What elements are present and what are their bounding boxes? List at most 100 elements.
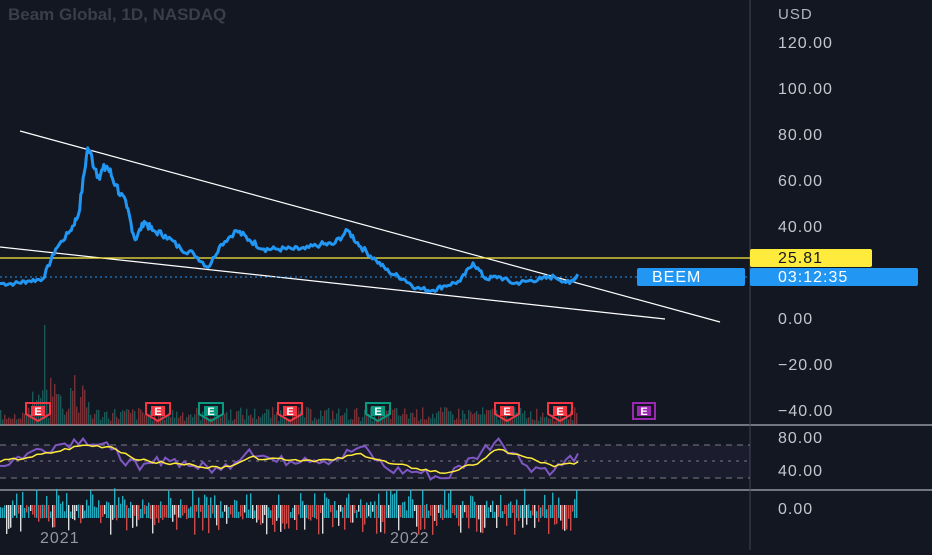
histogram-bar [440, 504, 442, 518]
rsi-line[interactable] [0, 436, 579, 482]
rsi-axis-label: 40.00 [778, 463, 823, 480]
volume-bar [270, 417, 272, 425]
histogram-bar [466, 505, 468, 518]
histogram-bar [116, 505, 118, 521]
histogram-bar [510, 501, 512, 518]
ticker-symbol-tag[interactable] [637, 268, 745, 286]
volume-bar [496, 410, 498, 425]
volume-bar [344, 412, 346, 425]
volume-bar [366, 407, 368, 425]
time-axis[interactable]: 2021 2022 [40, 530, 430, 547]
histogram-bar [32, 505, 34, 515]
volume-bar [574, 407, 576, 425]
histogram-bar [398, 505, 400, 531]
volume-bar [180, 415, 182, 425]
histogram-bar [480, 505, 482, 533]
histogram-bar [442, 505, 444, 520]
histogram-bar [320, 505, 322, 513]
histogram-bar [206, 496, 208, 518]
volume-bar [316, 419, 318, 425]
earnings-marker-shape [145, 402, 171, 423]
volume-bar [570, 410, 572, 425]
earnings-marker-4[interactable]: E [277, 402, 303, 423]
volume-bar [432, 413, 434, 425]
histogram-bar [274, 505, 276, 532]
rsi-axis[interactable]: 80.00 40.00 [778, 430, 823, 480]
volume-bar [440, 407, 442, 425]
rsi-ma-line[interactable] [0, 444, 579, 475]
volume-bar [74, 375, 76, 425]
volume-bar [470, 411, 472, 425]
histogram-bar [16, 493, 18, 518]
histogram-bar [400, 505, 402, 518]
histogram-bar [174, 505, 176, 515]
histogram-bar [70, 511, 72, 518]
histogram-bar [404, 501, 406, 518]
volume-bar [190, 414, 192, 425]
earnings-marker-fill [283, 406, 297, 416]
upper-trend-line[interactable] [19, 130, 721, 323]
volume-bar [374, 408, 376, 425]
histogram-bar [304, 505, 306, 530]
histogram-bar [214, 495, 216, 518]
earnings-marker-2[interactable]: E [145, 402, 171, 423]
histogram-bar [178, 505, 180, 518]
volume-bar [376, 418, 378, 425]
volume-bar [386, 410, 388, 425]
volume-bar [328, 408, 330, 425]
histogram-bar [190, 506, 192, 518]
histogram-bar [58, 495, 60, 518]
histogram-bar [242, 505, 244, 520]
volume-bar [56, 394, 58, 425]
histogram-bar [438, 505, 440, 513]
volume-bar [98, 409, 100, 425]
lower-trend-line[interactable] [0, 246, 666, 320]
histogram-bar [196, 505, 198, 512]
volume-bar [222, 414, 224, 425]
volume-bar [144, 414, 146, 425]
volume-bar [228, 419, 230, 425]
hist-axis[interactable]: 0.00 [778, 501, 813, 518]
volume-bar [192, 417, 194, 425]
volume-bar [274, 414, 276, 425]
histogram-bar [250, 493, 252, 518]
earnings-marker-1[interactable]: E [25, 402, 51, 423]
histogram-bar [428, 510, 430, 518]
histogram-bar [568, 505, 570, 519]
price-line[interactable] [0, 146, 580, 293]
volume-bar [208, 419, 210, 425]
volume-bar [302, 413, 304, 425]
histogram-bar [248, 509, 250, 518]
volume-bar [300, 410, 302, 425]
earnings-marker-label: E [34, 406, 41, 418]
histogram-bar [280, 505, 282, 532]
volume-bar [18, 418, 20, 425]
volume-bar [490, 409, 492, 425]
volume-bar [378, 413, 380, 425]
histogram-bar [572, 505, 574, 512]
earnings-marker-6[interactable]: E [494, 402, 520, 423]
earnings-marker-fill [31, 406, 45, 416]
histogram-bar [532, 505, 534, 516]
histogram-bar [328, 499, 330, 518]
volume-bar [10, 418, 12, 425]
histogram-bar [96, 507, 98, 518]
histogram-bar [418, 505, 420, 535]
histogram-bar [282, 505, 284, 524]
histogram-bar [76, 505, 78, 512]
volume-bar [156, 419, 158, 425]
volume-bar [128, 409, 130, 425]
histogram-bar [552, 492, 554, 518]
histogram-bar [218, 505, 220, 531]
volume-bar [324, 410, 326, 425]
earnings-marker-8[interactable]: E [632, 402, 656, 420]
volume-bar [122, 410, 124, 425]
volume-bar [230, 409, 232, 425]
earnings-marker-5[interactable]: E [365, 402, 391, 423]
level-tag-value: 25.81 [778, 250, 823, 267]
earnings-marker-shape [494, 402, 520, 423]
earnings-marker-3[interactable]: E [198, 402, 224, 423]
price-axis[interactable]: 120.00 100.00 80.00 60.00 40.00 0.00 −20.00 −40… [778, 35, 833, 420]
histogram-bar [186, 505, 188, 520]
earnings-marker-7[interactable]: E [547, 402, 573, 423]
